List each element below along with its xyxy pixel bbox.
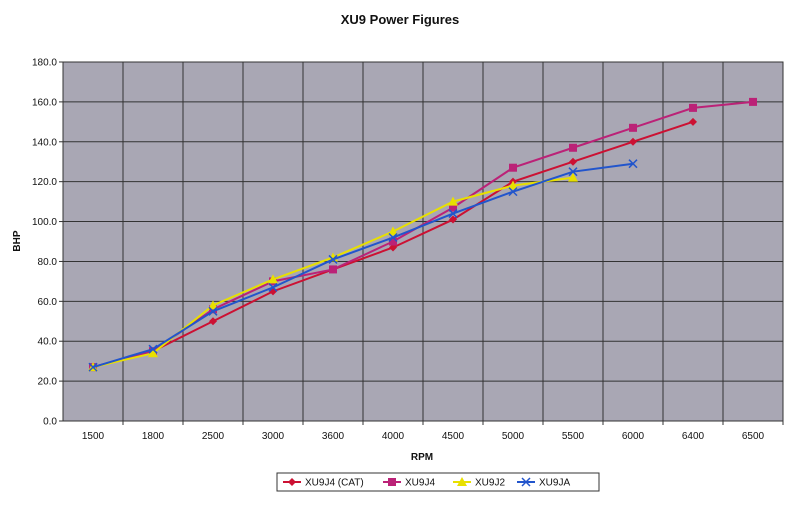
legend-label: XU9J2 bbox=[475, 478, 505, 489]
data-point bbox=[268, 282, 278, 292]
data-point bbox=[689, 103, 697, 112]
x-tick-label: 1500 bbox=[82, 431, 105, 442]
data-point bbox=[628, 159, 638, 169]
data-point bbox=[629, 123, 637, 132]
legend-item: XU9JA bbox=[517, 477, 570, 489]
data-point bbox=[268, 274, 278, 284]
y-tick-label: 160.0 bbox=[32, 97, 57, 108]
legend-marker bbox=[521, 477, 531, 487]
legend-label: XU9J4 (CAT) bbox=[305, 478, 364, 489]
data-point bbox=[208, 300, 218, 310]
x-tick-label: 5000 bbox=[502, 431, 525, 442]
data-point bbox=[208, 306, 218, 316]
data-point bbox=[148, 344, 158, 354]
legend-item: XU9J2 bbox=[453, 477, 505, 489]
x-tick-label: 6500 bbox=[742, 431, 765, 442]
x-tick-label: 1800 bbox=[142, 431, 165, 442]
y-tick-label: 40.0 bbox=[38, 337, 58, 348]
data-point bbox=[88, 362, 98, 372]
series-line bbox=[92, 162, 634, 369]
y-tick-label: 20.0 bbox=[38, 377, 58, 388]
data-point bbox=[569, 143, 577, 152]
y-tick-label: 100.0 bbox=[32, 217, 57, 228]
data-point bbox=[629, 137, 637, 146]
series-4 bbox=[88, 159, 638, 372]
x-tick-label: 4500 bbox=[442, 431, 465, 442]
data-point bbox=[449, 215, 457, 224]
y-tick-label: 80.0 bbox=[38, 257, 58, 268]
data-point bbox=[209, 317, 217, 326]
x-tick-label: 3600 bbox=[322, 431, 345, 442]
y-axis-title: BHP bbox=[12, 230, 23, 251]
y-axis-ticks: 0.0 20.0 40.0 60.0 80.0 100.0 120.0 140.0 160.0 1… bbox=[32, 58, 63, 428]
legend-marker bbox=[388, 478, 396, 486]
data-point bbox=[448, 196, 458, 206]
x-tick-label: 6400 bbox=[682, 431, 705, 442]
data-point bbox=[449, 203, 457, 212]
x-tick-label: 5500 bbox=[562, 431, 585, 442]
y-tick-label: 120.0 bbox=[32, 177, 57, 188]
legend-label: XU9JA bbox=[539, 478, 570, 489]
y-tick-label: 180.0 bbox=[32, 58, 57, 69]
legend: XU9J4 (CAT) XU9J4 XU9J2 XU9JA bbox=[276, 472, 600, 492]
data-point bbox=[389, 237, 397, 246]
legend-item: XU9J4 (CAT) bbox=[283, 478, 364, 489]
x-axis-ticks: 1500 1800 2500 3000 3600 4000 4500 5000 5500 6000… bbox=[82, 421, 784, 442]
x-tick-label: 3000 bbox=[262, 431, 285, 442]
data-point bbox=[568, 172, 578, 182]
data-point bbox=[569, 157, 577, 166]
chart-title: XU9 Power Figures bbox=[340, 12, 460, 27]
gridlines bbox=[63, 61, 783, 422]
data-point bbox=[448, 209, 458, 219]
legend-marker bbox=[457, 477, 467, 486]
data-point bbox=[508, 187, 518, 197]
y-tick-label: 60.0 bbox=[38, 297, 58, 308]
data-point bbox=[689, 117, 697, 126]
series-lines bbox=[88, 97, 757, 372]
data-point bbox=[388, 226, 398, 236]
legend-box bbox=[276, 472, 600, 492]
data-point bbox=[388, 232, 398, 243]
legend-item: XU9J4 bbox=[383, 478, 435, 489]
x-tick-label: 4000 bbox=[382, 431, 405, 442]
data-point bbox=[328, 254, 338, 264]
legend-marker bbox=[288, 478, 296, 486]
y-tick-label: 140.0 bbox=[32, 137, 57, 148]
y-tick-label: 0.0 bbox=[43, 417, 57, 428]
data-point bbox=[568, 167, 578, 177]
data-point bbox=[148, 348, 158, 358]
data-point bbox=[329, 265, 337, 274]
x-tick-label: 6000 bbox=[622, 431, 645, 442]
x-tick-label: 2500 bbox=[202, 431, 225, 442]
data-point bbox=[749, 97, 757, 106]
x-axis-title: RPM bbox=[411, 452, 433, 463]
data-point bbox=[508, 180, 518, 190]
legend-label: XU9J4 bbox=[405, 478, 435, 489]
data-point bbox=[509, 163, 517, 172]
